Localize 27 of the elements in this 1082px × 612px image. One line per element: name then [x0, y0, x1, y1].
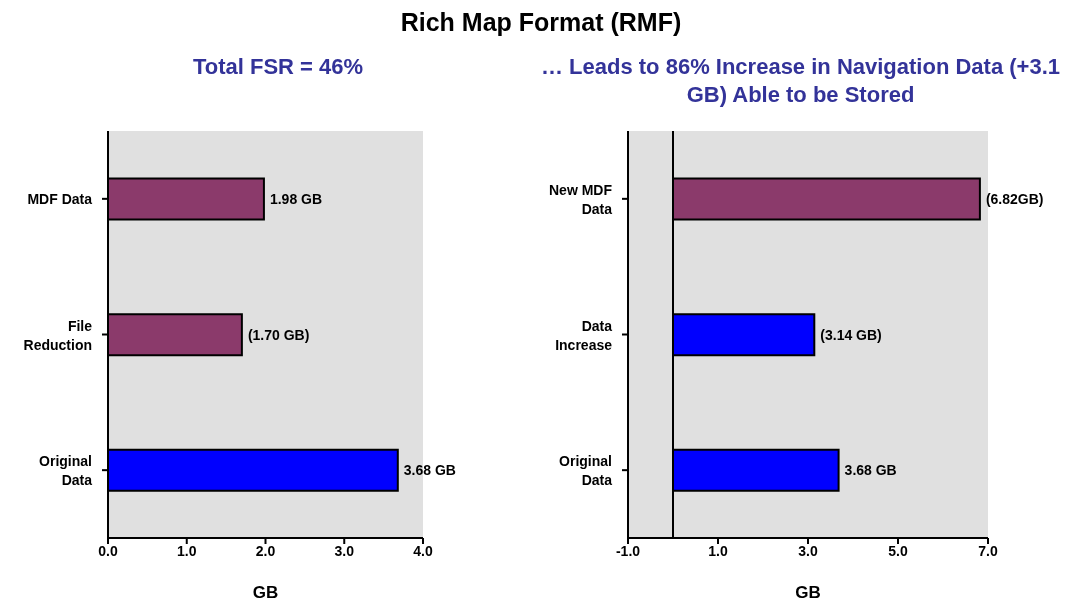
data-label: 3.68 GB: [844, 462, 897, 479]
x-tick-label: 4.0: [413, 542, 433, 559]
data-label: (6.82GB): [985, 190, 1044, 207]
y-tick-label: MDF Data: [27, 190, 93, 207]
x-axis-title: GB: [252, 583, 279, 602]
x-tick-label: 3.0: [798, 542, 818, 559]
data-label: (1.70 GB): [247, 326, 310, 343]
x-tick-label: 2.0: [255, 542, 276, 559]
x-tick-label: 1.0: [708, 542, 728, 559]
y-tick-label: File Reduction: [23, 317, 93, 353]
x-tick-label: 7.0: [978, 542, 998, 559]
chart-subtitle: … Leads to 86% Increase in Navigation Data (+3.1 GB) Able to be Stored: [540, 53, 1061, 109]
y-tick-label: New MDF Data: [549, 181, 613, 217]
y-tick-label: Data Increase: [555, 317, 613, 353]
x-tick-label: -1.0: [615, 542, 641, 559]
text: Rich Map Format (RMF): [399, 8, 683, 37]
x-tick-label: 1.0: [177, 542, 197, 559]
data-label: 1.98 GB: [269, 190, 323, 207]
data-label: (3.14 GB): [820, 326, 882, 343]
x-axis-title: GB: [795, 583, 821, 602]
chart-subtitle: Total FSR = 46%: [191, 53, 365, 81]
x-tick-label: 0.0: [98, 542, 118, 559]
y-tick-label: Original Data: [39, 453, 93, 489]
y-tick-label: Original Data: [559, 453, 613, 489]
data-label: 3.68 GB: [403, 462, 456, 479]
x-tick-label: 5.0: [888, 542, 908, 559]
x-tick-label: 3.0: [334, 542, 355, 559]
